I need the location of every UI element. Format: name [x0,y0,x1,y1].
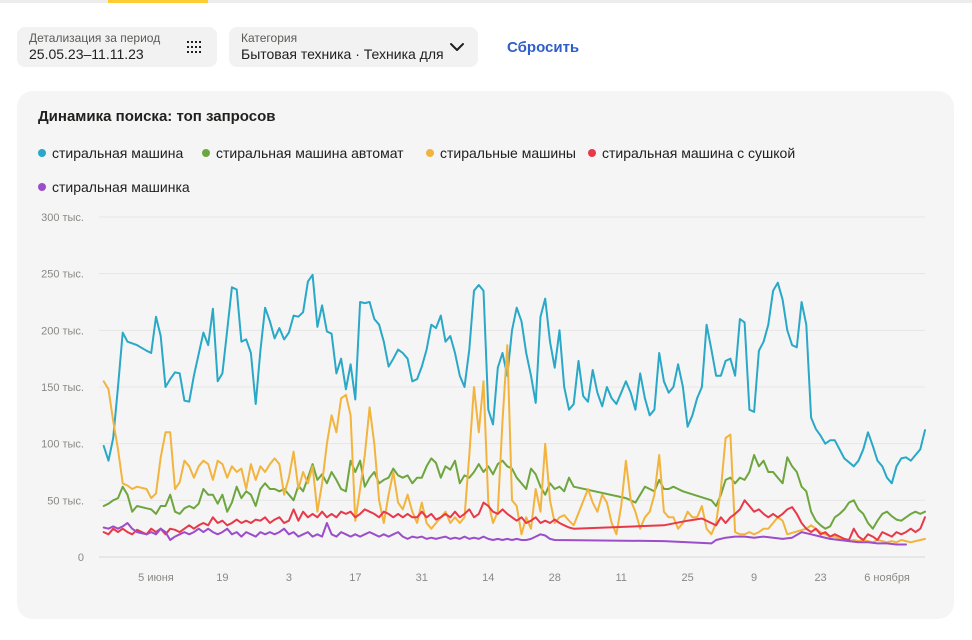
y-tick-label-3: 150 тыс. [41,382,84,394]
legend-dot-1 [202,149,210,157]
series-line-0 [102,273,926,485]
top-tabs-divider [0,0,972,3]
calendar-grid-icon [187,41,203,53]
x-tick-label-10: 23 [814,572,826,584]
legend-label-1: стиральная машина автомат [216,145,404,161]
x-tick-label-7: 11 [615,572,626,584]
x-tick-label-3: 17 [349,572,361,584]
x-tick-label-11: 6 ноября [864,572,910,584]
legend-dot-2 [426,149,434,157]
card-title: Динамика поиска: топ запросов [38,108,276,125]
chevron-down-icon [450,43,464,51]
x-tick-label-8: 25 [682,572,694,584]
legend-label-3: стиральная машина с сушкой [602,145,796,161]
legend-dot-4 [38,183,46,191]
y-tick-label-6: 300 тыс. [41,212,84,224]
category-value: Бытовая техника · Техника для [241,46,444,62]
x-tick-label-6: 28 [549,572,561,584]
category-selector[interactable]: Категория Бытовая техника · Техника для [229,27,478,67]
x-tick-label-4: 31 [416,572,428,584]
period-selector[interactable]: Детализация за период 25.05.23–11.11.23 [17,27,217,67]
search-dynamics-chart: 0 50 тыс. 100 тыс. 150 тыс. 200 тыс. 250 тыс.… [41,212,926,584]
filters-bar: Детализация за период 25.05.23–11.11.23 … [17,27,579,67]
legend-item-0[interactable]: стиральная машина [38,145,183,161]
series-line-1 [102,454,926,530]
legend-item-1[interactable]: стиральная машина автомат [202,145,404,161]
period-caption: Детализация за период [29,31,161,45]
y-tick-label-5: 250 тыс. [41,269,84,281]
legend-label-2: стиральные машины [440,145,576,161]
legend-dot-0 [38,149,46,157]
period-value: 25.05.23–11.11.23 [29,46,144,62]
legend-item-4[interactable]: стиральная машинка [38,179,190,195]
x-tick-label-0: 5 июня [138,572,174,584]
legend-item-3[interactable]: стиральная машина с сушкой [588,145,795,161]
x-tick-label-1: 19 [216,572,228,584]
y-tick-label-1: 50 тыс. [47,495,84,507]
y-tick-label-2: 100 тыс. [41,439,84,451]
x-tick-label-5: 14 [482,572,494,584]
legend-label-4: стиральная машинка [52,179,190,195]
reset-button[interactable]: Сбросить [507,38,580,56]
active-tab-indicator [108,0,208,3]
y-tick-label-4: 200 тыс. [41,325,84,337]
x-tick-label-9: 9 [751,572,757,584]
y-tick-label-0: 0 [78,552,84,564]
series-line-4 [102,522,907,546]
category-caption: Категория [241,31,298,45]
legend-dot-3 [588,149,596,157]
x-tick-label-2: 3 [286,572,292,584]
legend-item-2[interactable]: стиральные машины [426,145,576,161]
search-dynamics-card: Динамика поиска: топ запросов стиральная… [17,91,954,619]
series-line-3 [102,499,926,541]
legend-label-0: стиральная машина [52,145,184,161]
